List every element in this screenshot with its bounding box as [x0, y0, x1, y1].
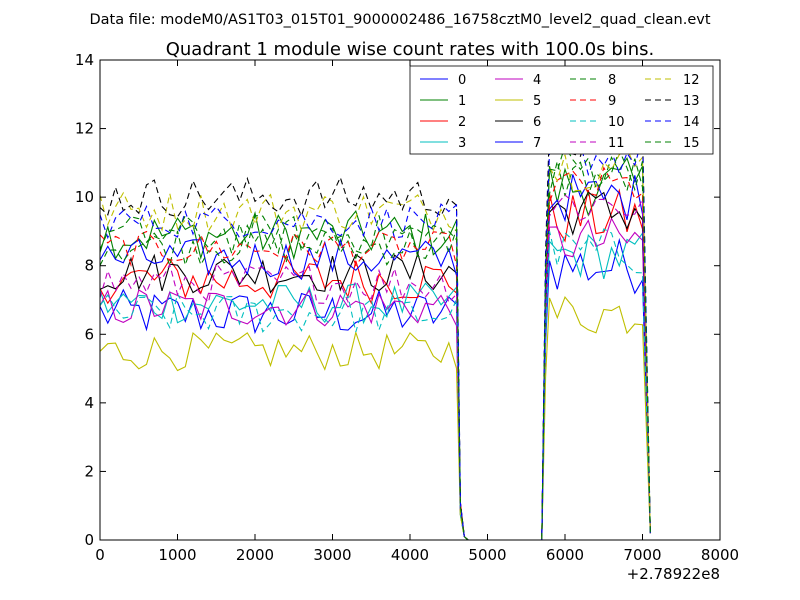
x-tick-label: 0	[95, 546, 105, 564]
y-tick-label: 0	[84, 531, 94, 549]
series-line-9	[99, 166, 651, 541]
legend-label-0: 0	[458, 73, 466, 88]
x-tick-label: 6000	[546, 546, 584, 564]
series-line-10	[99, 228, 651, 541]
y-tick-label: 12	[75, 120, 94, 138]
data-file-label: Data file: modeM0/AS1T03_015T01_90000024…	[89, 12, 710, 28]
legend-label-11: 11	[608, 136, 625, 151]
series-line-15	[99, 144, 651, 541]
series-line-4	[99, 216, 651, 541]
series-line-12	[99, 148, 651, 541]
legend-label-4: 4	[533, 73, 541, 88]
series-line-2	[99, 188, 651, 541]
x-tick-label: 3000	[313, 546, 351, 564]
legend-label-14: 14	[683, 115, 700, 130]
y-tick-label: 10	[75, 188, 94, 206]
series-line-0	[99, 237, 651, 541]
x-tick-label: 1000	[158, 546, 196, 564]
y-tick-label: 8	[84, 257, 94, 275]
series-line-5	[99, 296, 651, 541]
legend-label-2: 2	[458, 115, 466, 130]
series-line-3	[99, 231, 651, 541]
x-tick-label: 5000	[468, 546, 506, 564]
y-tick-label: 4	[84, 394, 94, 412]
legend-label-12: 12	[683, 73, 700, 88]
x-offset-label: +2.78922e8	[627, 565, 720, 583]
x-tick-label: 7000	[623, 546, 661, 564]
legend-label-3: 3	[458, 136, 466, 151]
chart-title: Quadrant 1 module wise count rates with …	[166, 39, 655, 60]
legend-label-5: 5	[533, 94, 541, 109]
legend-label-9: 9	[608, 94, 616, 109]
series-line-8	[99, 156, 651, 541]
y-tick-label: 6	[84, 325, 94, 343]
legend-box	[409, 65, 714, 155]
x-tick-label: 8000	[701, 546, 739, 564]
legend-label-6: 6	[533, 115, 541, 130]
y-tick-label: 2	[84, 462, 94, 480]
legend-label-15: 15	[683, 136, 700, 151]
series-line-7	[99, 174, 651, 541]
x-tick-label: 2000	[236, 546, 274, 564]
x-tick-label: 4000	[391, 546, 429, 564]
series-line-13	[99, 115, 651, 541]
legend-label-8: 8	[608, 73, 616, 88]
plot-area	[99, 115, 651, 541]
legend-label-10: 10	[608, 115, 625, 130]
series-line-1	[99, 156, 651, 541]
legend-label-13: 13	[683, 94, 700, 109]
series-line-11	[99, 194, 651, 541]
legend-label-7: 7	[533, 136, 541, 151]
y-tick-label: 14	[75, 51, 94, 69]
axes: 0 1000 2000 3000 4000 5000 6000 7000 80000246810…	[75, 51, 739, 564]
legend-label-1: 1	[458, 94, 466, 109]
